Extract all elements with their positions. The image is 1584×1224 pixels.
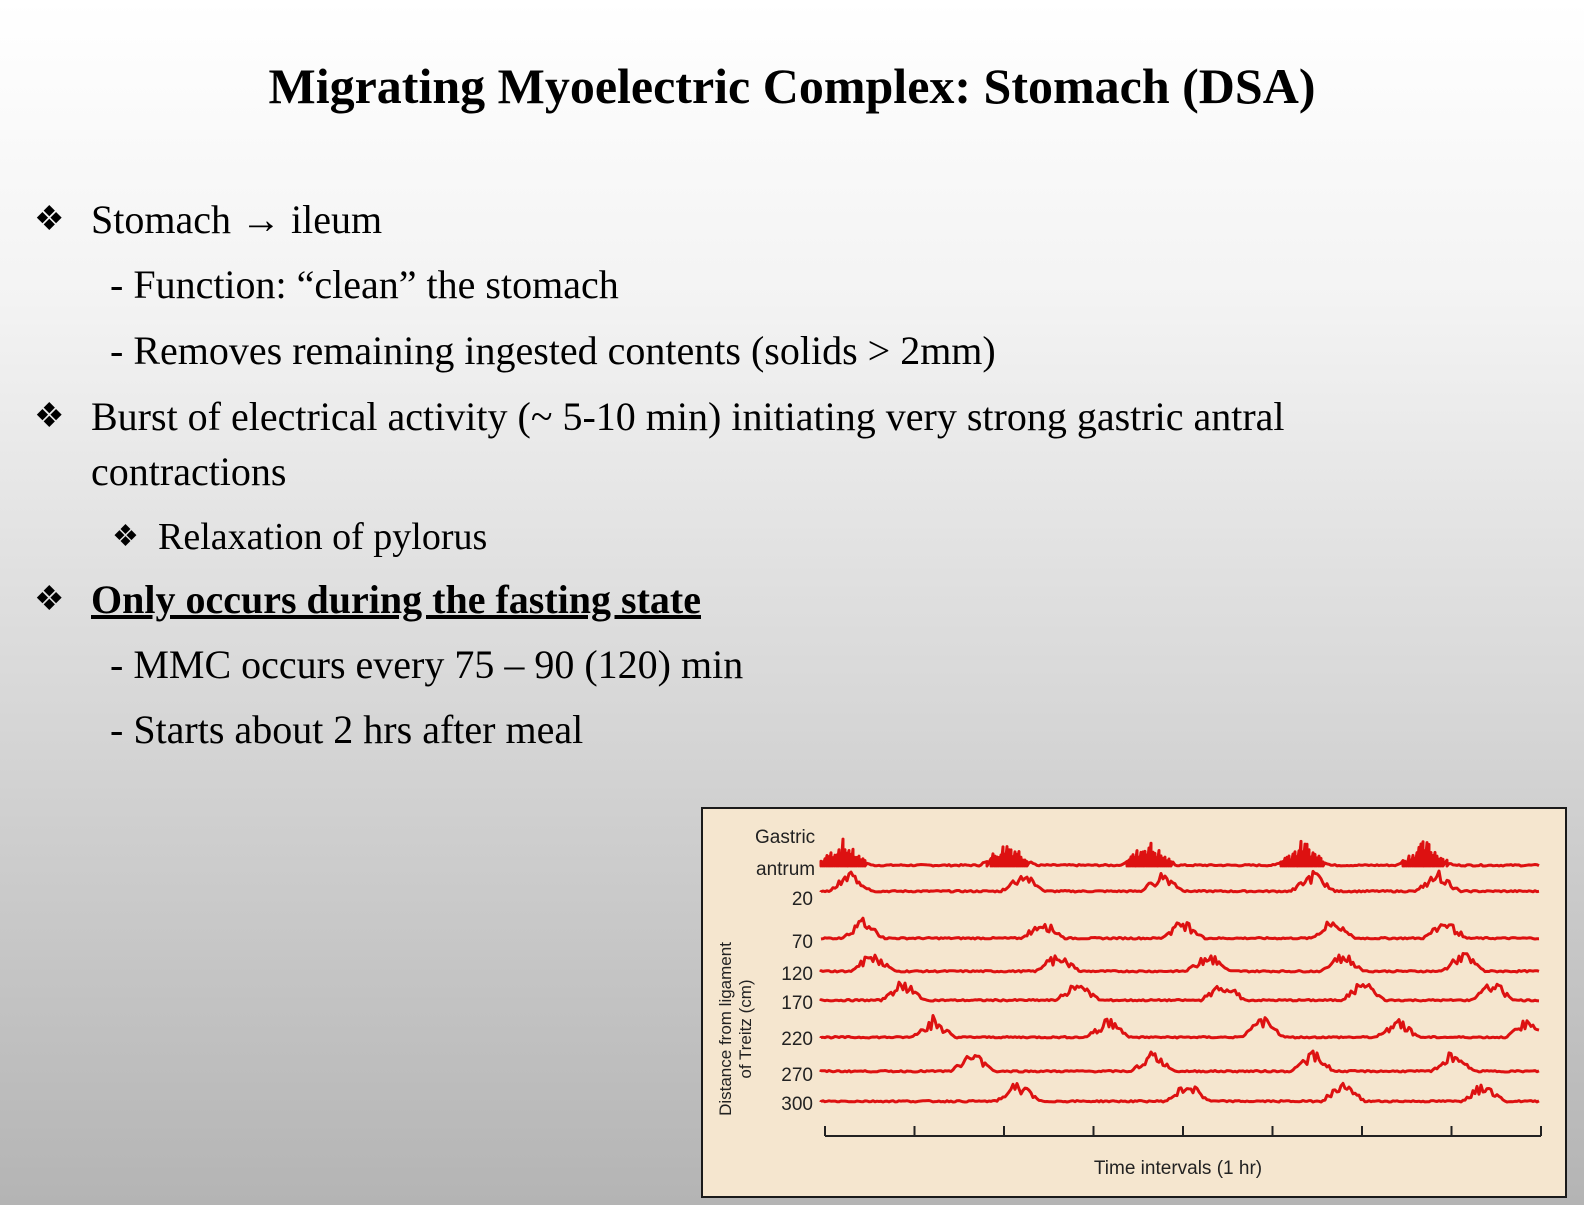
recording-trace [820,916,1540,941]
x-axis-label: Time intervals (1 hr) [1094,1158,1262,1179]
trace-label-antrum: antrum [756,859,815,880]
recording-trace [819,980,1540,1003]
recording-trace [819,869,1540,894]
sub-starts: - Starts about 2 hrs after meal [110,707,584,752]
trace-label-300: 300 [781,1094,813,1115]
trace-label-270: 270 [781,1065,813,1086]
slide-title: Migrating Myoelectric Complex: Stomach (… [268,58,1316,114]
bullet-stomach-ileum: Stomach → ileum [91,197,383,242]
recording-trace [819,1049,1540,1074]
bullet-icon: ❖ [34,398,65,435]
y-axis-label-line2: of Treitz (cm) [736,979,755,1078]
page-bottom [0,1205,1584,1224]
trace-label-70: 70 [792,932,813,953]
sub-function: - Function: “clean” the stomach [110,262,619,307]
bullet-icon: ❖ [34,201,65,238]
recording-trace [819,1014,1540,1040]
recording-trace [819,1081,1540,1104]
trace-label-20: 20 [792,889,813,910]
trace-label-120: 120 [781,964,813,985]
mmc-traces: Distance from ligament of Treitz (cm) Ga… [716,827,1542,1179]
bullet-burst-line1: Burst of electrical activity (~ 5-10 min… [91,394,1285,439]
bullet-burst-line2: contractions [91,449,287,494]
sub-removes: - Removes remaining ingested contents (s… [110,328,996,373]
mmc-recording-figure: Distance from ligament of Treitz (cm) Ga… [701,807,1567,1198]
sub-relaxation: Relaxation of pylorus [158,516,488,558]
bullet-icon: ❖ [34,581,65,618]
recording-trace [819,952,1540,974]
recording-trace [819,837,1540,868]
sub-bullet-icon: ❖ [112,520,139,553]
sub-mmc-interval: - MMC occurs every 75 – 90 (120) min [110,642,744,687]
trace-label-gastric: Gastric [755,827,815,848]
bullet-fasting: Only occurs during the fasting state [91,577,701,622]
y-axis-label-line1: Distance from ligament [716,942,735,1116]
trace-label-220: 220 [781,1029,813,1050]
trace-label-170: 170 [781,993,813,1014]
